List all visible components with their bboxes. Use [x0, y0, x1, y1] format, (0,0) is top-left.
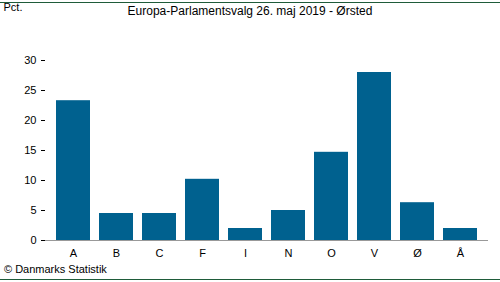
html-text:Europa-Parlamentsvalg 26. maj: Europa-Parlamentsvalg 26. maj 2019 - Ørs… — [127, 4, 373, 18]
svg-text:10: 10 — [24, 174, 36, 186]
svg-text:Pct.: Pct. — [4, 1, 23, 13]
svg-text:Ø: Ø — [413, 247, 422, 259]
svg-text:F: F — [199, 247, 206, 259]
svg-text:N: N — [285, 247, 293, 259]
svg-text:0: 0 — [30, 234, 36, 246]
svg-text:O: O — [327, 247, 336, 259]
svg-text:A: A — [70, 247, 78, 259]
svg-text:15: 15 — [24, 144, 36, 156]
svg-text:25: 25 — [24, 84, 36, 96]
svg-text:I: I — [244, 247, 247, 259]
svg-text:20: 20 — [24, 114, 36, 126]
svg-text:5: 5 — [30, 204, 36, 216]
svg-text:B: B — [113, 247, 120, 259]
svg-text:V: V — [371, 247, 379, 259]
svg-text:30: 30 — [24, 54, 36, 66]
svg-text:Å: Å — [457, 247, 465, 259]
svg-text:C: C — [156, 247, 164, 259]
html-text:© Danmarks Statistik: © Danmarks Statistik — [4, 263, 107, 275]
